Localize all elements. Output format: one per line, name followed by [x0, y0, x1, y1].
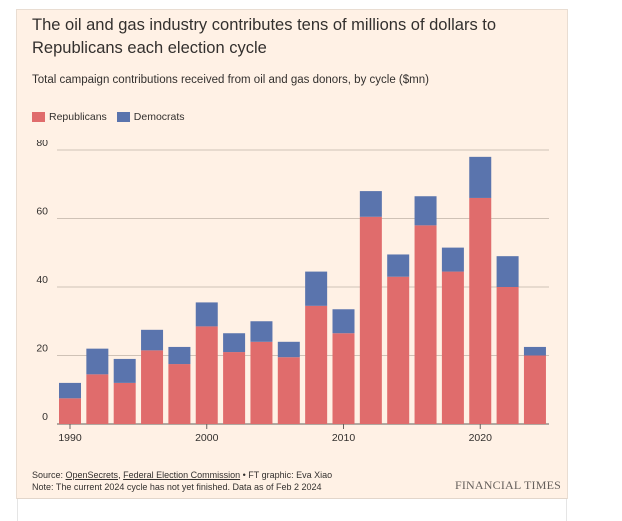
legend-swatch-republicans	[32, 112, 45, 122]
bar-democrats-1996	[141, 329, 164, 351]
legend-label-democrats: Democrats	[133, 111, 185, 123]
bar-republicans-2012	[359, 216, 382, 424]
bar-democrats-2014	[387, 254, 410, 277]
bottom-panel	[17, 499, 567, 521]
bar-democrats-2008	[305, 271, 328, 306]
bar-democrats-2012	[359, 191, 382, 217]
y-tick-label: 40	[36, 274, 48, 286]
y-tick-label: 20	[36, 343, 48, 355]
bar-democrats-2010	[332, 309, 355, 334]
bar-republicans-2004	[250, 341, 273, 424]
source-prefix: Source:	[32, 470, 66, 480]
source-credit: • FT graphic: Eva Xiao	[240, 470, 333, 480]
x-tick-label: 2000	[195, 432, 219, 444]
bar-democrats-2002	[223, 333, 246, 353]
bar-republicans-1994	[113, 382, 136, 424]
bar-democrats-2020	[469, 156, 492, 198]
source-link-opensecrets[interactable]: OpenSecrets	[65, 470, 119, 480]
bar-republicans-2022	[496, 287, 519, 424]
bar-republicans-2010	[332, 333, 355, 424]
bar-democrats-2006	[277, 341, 300, 358]
source-note: Source: OpenSecrets, Federal Election Co…	[32, 469, 332, 493]
bar-republicans-2024	[523, 355, 546, 424]
bar-republicans-2000	[195, 326, 218, 424]
legend-item-democrats: Democrats	[116, 111, 185, 123]
bar-republicans-2014	[387, 276, 410, 424]
chart-plot: 0 20 40 60 80 1990 2000 2010 2020	[36, 140, 549, 444]
bar-republicans-1990	[59, 398, 81, 424]
source-link-fec[interactable]: Federal Election Commission	[123, 470, 241, 480]
divider	[17, 498, 567, 499]
bar-republicans-2002	[223, 352, 246, 424]
chart-card: The oil and gas industry contributes ten…	[17, 10, 567, 498]
bar-democrats-1998	[168, 346, 191, 365]
bar-democrats-2016	[414, 196, 437, 226]
x-tick-label: 1990	[58, 432, 82, 444]
x-tick-label: 2020	[469, 432, 493, 444]
bar-democrats-2000	[195, 302, 218, 327]
chart-subtitle: Total campaign contributions received fr…	[32, 74, 429, 86]
chart-title: The oil and gas industry contributes ten…	[32, 16, 497, 57]
ft-logo: FINANCIAL TIMES	[454, 478, 561, 492]
legend-swatch-democrats	[116, 112, 130, 122]
y-tick-label: 0	[42, 411, 48, 423]
bar-democrats-1990	[59, 382, 81, 399]
bar-republicans-2020	[469, 197, 492, 424]
data-note: Note: The current 2024 cycle has not yet…	[32, 482, 322, 492]
bars	[59, 156, 546, 424]
bar-democrats-1992	[86, 348, 109, 375]
bar-republicans-2006	[277, 357, 300, 424]
source-sep: ,	[118, 470, 124, 480]
legend-label-republicans: Republicans	[49, 111, 107, 123]
bar-democrats-2022	[496, 256, 519, 287]
legend-item-republicans: Republicans	[32, 111, 107, 123]
x-tick-label: 2010	[332, 432, 356, 444]
bar-republicans-1998	[168, 364, 191, 424]
x-axis: 1990 2000 2010 2020	[58, 424, 492, 444]
bar-republicans-2016	[414, 225, 437, 424]
bar-democrats-2004	[250, 321, 273, 342]
grid-lines: 0 20 40 60 80	[36, 140, 549, 425]
bar-democrats-1994	[113, 358, 136, 383]
bar-democrats-2018	[441, 247, 464, 272]
y-tick-label: 80	[36, 140, 48, 149]
chart-legend: Republicans Democrats	[32, 111, 195, 123]
bar-republicans-2018	[441, 271, 464, 424]
bar-republicans-1996	[141, 350, 164, 424]
bar-republicans-1992	[86, 374, 109, 424]
y-tick-label: 60	[36, 206, 48, 218]
bar-democrats-2024	[523, 346, 546, 356]
bar-republicans-2008	[305, 305, 328, 424]
